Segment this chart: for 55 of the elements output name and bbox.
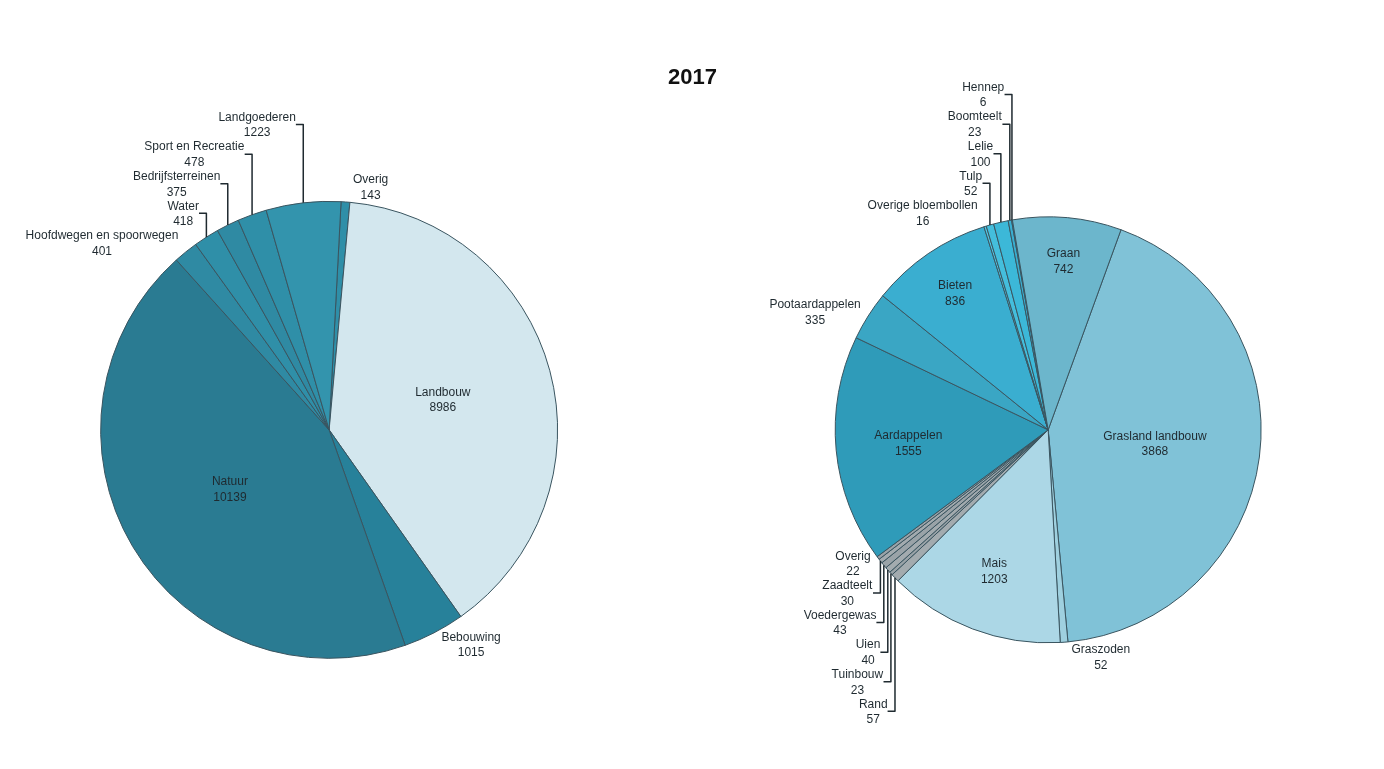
- data-label: 836: [945, 293, 966, 308]
- slice-label: Sport en Recreatie: [144, 139, 245, 154]
- data-label: 52: [964, 184, 978, 199]
- data-label: 1015: [457, 645, 485, 660]
- data-label: 335: [805, 312, 826, 327]
- data-label: 3868: [1141, 444, 1169, 459]
- slice-label: Water: [167, 198, 199, 213]
- slice-label: Landbouw: [415, 384, 471, 399]
- slice-label: Natuur: [211, 473, 248, 488]
- data-label: 1555: [895, 444, 923, 459]
- data-label: 375: [166, 184, 188, 199]
- slice-label: Rand: [858, 696, 888, 711]
- slice-label: Landgoederen: [218, 109, 296, 124]
- slice-label: Bedrijfsterreinen: [133, 168, 221, 183]
- data-label: 16: [915, 213, 930, 228]
- data-label: 10139: [213, 489, 247, 504]
- slice-label: Uien: [855, 637, 881, 652]
- slice-label: Overig: [352, 172, 389, 187]
- data-label: 401: [91, 243, 113, 258]
- slice-label: Hoofdwegen en spoorwegen: [25, 228, 179, 243]
- slice-label: Tulp: [959, 168, 983, 183]
- slice-label: Boomteelt: [947, 109, 1003, 124]
- data-label: 43: [833, 623, 848, 638]
- slice-label: Grasland landbouw: [1103, 428, 1207, 443]
- data-label: 22: [846, 564, 860, 579]
- data-label: 1223: [243, 125, 271, 140]
- slice-label: Tuinbouw: [831, 666, 884, 681]
- slice-label: Voedergewas: [803, 607, 877, 622]
- slice-label: Lelie: [967, 138, 994, 153]
- data-label: 23: [850, 682, 865, 697]
- data-label: 30: [840, 593, 855, 608]
- text: 2017: [668, 64, 717, 89]
- data-label: 100: [970, 154, 991, 169]
- data-label: 478: [184, 154, 205, 169]
- slice-label: Pootaardappelen: [769, 296, 861, 311]
- slice-label: Overige bloembollen: [867, 198, 978, 213]
- data-label: 40: [861, 652, 876, 667]
- slice-label: Mais: [981, 556, 1007, 571]
- data-label: 57: [866, 712, 881, 727]
- slice-label: Bebouwing: [441, 629, 501, 644]
- data-label: 6: [979, 95, 987, 110]
- data-label: 742: [1053, 261, 1074, 276]
- slice-label: Graszoden: [1071, 642, 1131, 657]
- slice-label: Graan: [1046, 246, 1081, 261]
- slice-label: Bieten: [938, 278, 973, 293]
- data-label: 143: [360, 188, 381, 203]
- data-label: 8986: [429, 400, 457, 415]
- slice-label: Aardappelen: [874, 428, 943, 443]
- data-label: 23: [968, 124, 982, 139]
- slice-label: Hennep: [962, 79, 1005, 94]
- slice-label: Overig: [835, 548, 871, 563]
- slice-label: Zaadteelt: [822, 578, 874, 593]
- data-label: 1203: [980, 572, 1008, 587]
- data-label: 418: [173, 214, 194, 229]
- data-label: 52: [1094, 657, 1108, 672]
